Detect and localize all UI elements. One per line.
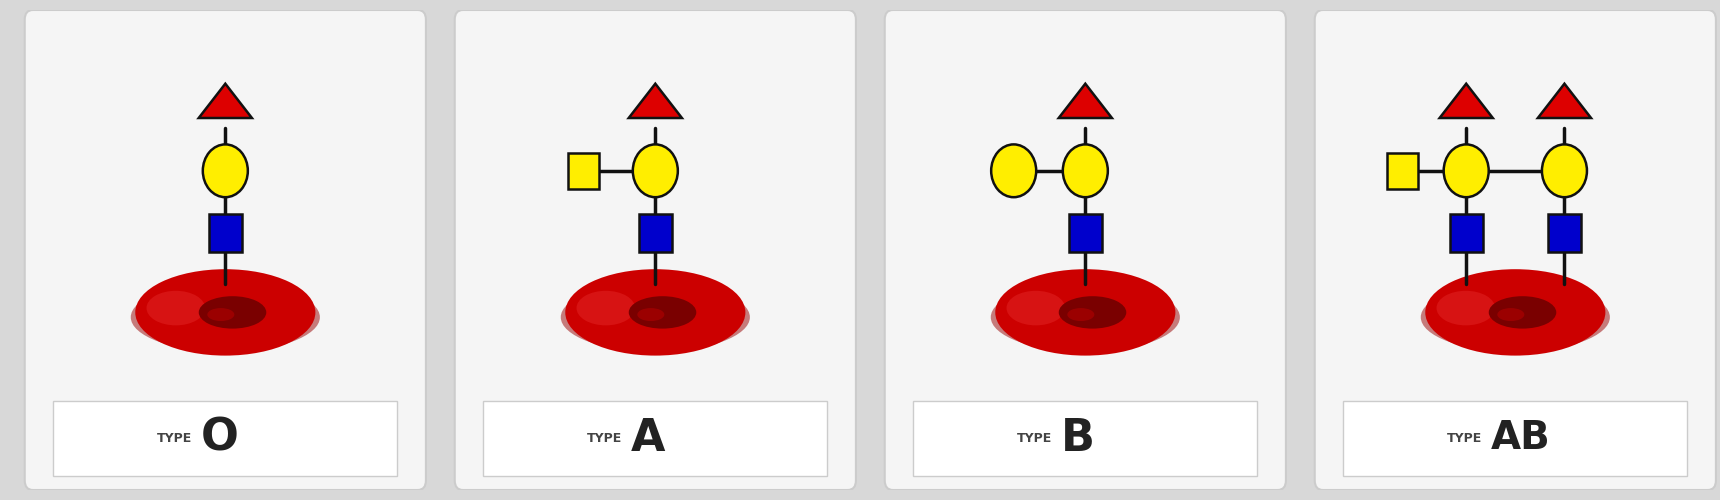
FancyBboxPatch shape bbox=[884, 10, 1287, 490]
Circle shape bbox=[203, 144, 248, 197]
Text: A: A bbox=[631, 416, 666, 460]
Ellipse shape bbox=[200, 296, 267, 328]
Ellipse shape bbox=[208, 308, 234, 321]
Text: TYPE: TYPE bbox=[1017, 432, 1053, 444]
Polygon shape bbox=[630, 84, 681, 118]
Ellipse shape bbox=[1421, 282, 1610, 352]
Text: TYPE: TYPE bbox=[587, 432, 623, 444]
Ellipse shape bbox=[1060, 296, 1127, 328]
FancyBboxPatch shape bbox=[454, 10, 857, 490]
Ellipse shape bbox=[1006, 291, 1065, 326]
Ellipse shape bbox=[1490, 296, 1557, 328]
Ellipse shape bbox=[1068, 308, 1094, 321]
Circle shape bbox=[991, 144, 1035, 197]
Circle shape bbox=[1443, 144, 1490, 197]
Circle shape bbox=[1541, 144, 1588, 197]
Text: TYPE: TYPE bbox=[1447, 432, 1483, 444]
FancyBboxPatch shape bbox=[638, 214, 673, 252]
Text: AB: AB bbox=[1491, 419, 1550, 457]
FancyBboxPatch shape bbox=[1548, 214, 1581, 252]
Ellipse shape bbox=[1436, 291, 1495, 326]
Polygon shape bbox=[1440, 84, 1493, 118]
FancyBboxPatch shape bbox=[208, 214, 243, 252]
FancyBboxPatch shape bbox=[483, 401, 827, 475]
FancyBboxPatch shape bbox=[1343, 401, 1687, 475]
Ellipse shape bbox=[566, 269, 745, 356]
Ellipse shape bbox=[991, 282, 1180, 352]
Ellipse shape bbox=[1498, 308, 1524, 321]
FancyBboxPatch shape bbox=[24, 10, 427, 490]
FancyBboxPatch shape bbox=[53, 401, 397, 475]
FancyBboxPatch shape bbox=[1450, 214, 1483, 252]
Ellipse shape bbox=[576, 291, 635, 326]
FancyBboxPatch shape bbox=[1068, 214, 1103, 252]
Circle shape bbox=[1063, 144, 1108, 197]
Ellipse shape bbox=[136, 269, 315, 356]
FancyBboxPatch shape bbox=[568, 153, 599, 189]
Text: TYPE: TYPE bbox=[157, 432, 193, 444]
FancyBboxPatch shape bbox=[1314, 10, 1717, 490]
Polygon shape bbox=[1538, 84, 1591, 118]
Ellipse shape bbox=[638, 308, 664, 321]
Text: B: B bbox=[1061, 416, 1094, 460]
Ellipse shape bbox=[1426, 269, 1605, 356]
FancyBboxPatch shape bbox=[913, 401, 1257, 475]
Text: O: O bbox=[201, 416, 239, 460]
Circle shape bbox=[633, 144, 678, 197]
Ellipse shape bbox=[561, 282, 750, 352]
Polygon shape bbox=[200, 84, 251, 118]
Ellipse shape bbox=[131, 282, 320, 352]
Ellipse shape bbox=[146, 291, 205, 326]
Ellipse shape bbox=[630, 296, 697, 328]
FancyBboxPatch shape bbox=[1388, 153, 1417, 189]
Ellipse shape bbox=[996, 269, 1175, 356]
Polygon shape bbox=[1060, 84, 1111, 118]
